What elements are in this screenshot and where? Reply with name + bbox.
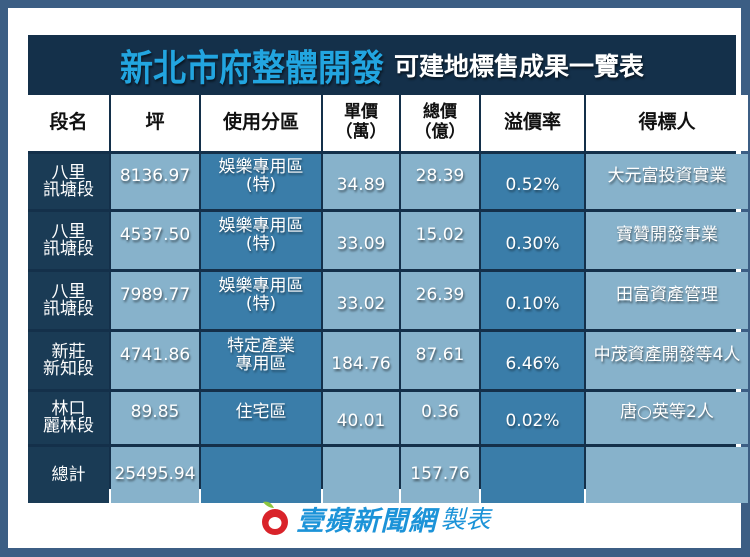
- row-zoning: 住宅區: [201, 392, 321, 444]
- header-premium: 溢價率: [481, 95, 584, 151]
- row-winner: 中茂資產開發等4人: [586, 332, 748, 389]
- zoning-line1: 住宅區: [235, 402, 287, 423]
- section-line1: 林口: [51, 399, 86, 419]
- results-table: 新北市府整體開發 可建地標售成果一覽表 段名 坪 使用分區 單價 （萬） 總價 （億…: [28, 35, 748, 503]
- row-premium: 0.30%: [481, 212, 584, 269]
- header-premium-label: 溢價率: [503, 111, 561, 134]
- header-zoning-label: 使用分區: [222, 111, 299, 134]
- brand-suffix: 製表: [440, 505, 491, 534]
- table-grid: 段名 坪 使用分區 單價 （萬） 總價 （億） 溢價率 得標人 八里 訊塘段 8136…: [28, 95, 748, 506]
- zoning-line1: 娛樂專用區: [218, 215, 304, 236]
- row-section: 八里 訊塘段: [28, 154, 109, 209]
- section-line2: 訊塘段: [43, 298, 94, 319]
- row-premium: 6.46%: [481, 332, 584, 389]
- row-zoning: 娛樂專用區 (特): [201, 154, 321, 209]
- title-sub: 可建地標售成果一覽表: [393, 52, 644, 81]
- total-unit-price: [323, 447, 399, 503]
- row-ping: 89.85: [111, 392, 199, 444]
- row-ping: 4741.86: [111, 332, 199, 389]
- row-section: 八里 訊塘段: [28, 272, 109, 329]
- row-total-price: 87.61: [401, 332, 479, 389]
- row-winner: 田富資產管理: [586, 272, 748, 329]
- header-total-price-l1: 總價: [423, 102, 457, 123]
- total-zoning: [201, 447, 321, 503]
- section-line2: 新知段: [43, 358, 94, 379]
- row-premium: 0.02%: [481, 392, 584, 444]
- header-winner-label: 得標人: [638, 111, 696, 134]
- row-ping: 4537.50: [111, 212, 199, 269]
- header-unit-price: 單價 （萬）: [323, 95, 399, 151]
- title-main: 新北市府整體開發: [119, 46, 384, 90]
- header-ping-label: 坪: [145, 111, 165, 134]
- row-section: 八里 訊塘段: [28, 212, 109, 269]
- section-line2: 麗林段: [43, 416, 94, 436]
- row-ping: 8136.97: [111, 154, 199, 209]
- total-winner: [586, 447, 748, 503]
- zoning-line2: (特): [245, 293, 277, 314]
- brand-name: 壹蘋新聞網: [296, 505, 437, 537]
- section-line2: 訊塘段: [43, 179, 94, 200]
- section-line1: 八里: [51, 162, 86, 183]
- header-section: 段名: [28, 95, 109, 151]
- row-total-price: 26.39: [401, 272, 479, 329]
- row-unit-price: 40.01: [323, 392, 399, 444]
- row-unit-price: 33.02: [323, 272, 399, 329]
- row-ping: 7989.77: [111, 272, 199, 329]
- header-section-label: 段名: [49, 111, 88, 134]
- total-label: 總計: [28, 447, 109, 503]
- row-premium: 0.52%: [481, 154, 584, 209]
- zoning-line1: 娛樂專用區: [218, 156, 304, 177]
- row-winner: 唐○英等2人: [586, 392, 748, 444]
- row-section: 林口 麗林段: [28, 392, 109, 444]
- zoning-line2: (特): [245, 233, 277, 254]
- row-total-price: 28.39: [401, 154, 479, 209]
- zoning-line2: (特): [245, 174, 277, 195]
- header-zoning: 使用分區: [201, 95, 321, 151]
- header-unit-price-l2: （萬）: [335, 122, 387, 142]
- row-unit-price: 34.89: [323, 154, 399, 209]
- header-winner: 得標人: [586, 95, 748, 151]
- infographic-panel: 新北市府整體開發 可建地標售成果一覽表 段名 坪 使用分區 單價 （萬） 總價 （億…: [8, 8, 748, 548]
- row-unit-price: 184.76: [323, 332, 399, 389]
- row-total-price: 15.02: [401, 212, 479, 269]
- row-zoning: 娛樂專用區 (特): [201, 212, 321, 269]
- footer-credit: 壹蘋新聞網 製表: [8, 488, 741, 548]
- title-bar: 新北市府整體開發 可建地標售成果一覽表: [28, 35, 736, 95]
- row-premium: 0.10%: [481, 272, 584, 329]
- apple-logo-icon: [258, 498, 292, 538]
- zoning-line2: 專用區: [235, 353, 287, 374]
- total-price: 157.76: [401, 447, 479, 503]
- zoning-line1: 特定產業: [227, 335, 295, 356]
- header-ping: 坪: [111, 95, 199, 151]
- zoning-line1: 娛樂專用區: [218, 275, 304, 296]
- section-line1: 八里: [51, 281, 86, 302]
- header-total-price: 總價 （億）: [401, 95, 479, 151]
- section-line2: 訊塘段: [43, 238, 94, 259]
- total-premium: [481, 447, 584, 503]
- row-unit-price: 33.09: [323, 212, 399, 269]
- row-winner: 大元富投資實業: [586, 154, 748, 209]
- section-line1: 八里: [51, 221, 86, 242]
- row-zoning: 娛樂專用區 (特): [201, 272, 321, 329]
- row-winner: 寶贊開發事業: [586, 212, 748, 269]
- total-ping: 25495.94: [111, 447, 199, 503]
- row-section: 新莊 新知段: [28, 332, 109, 389]
- row-zoning: 特定產業 專用區: [201, 332, 321, 389]
- header-unit-price-l1: 單價: [344, 102, 378, 123]
- section-line1: 新莊: [51, 341, 86, 362]
- row-total-price: 0.36: [401, 392, 479, 444]
- header-total-price-l2: （億）: [414, 122, 466, 142]
